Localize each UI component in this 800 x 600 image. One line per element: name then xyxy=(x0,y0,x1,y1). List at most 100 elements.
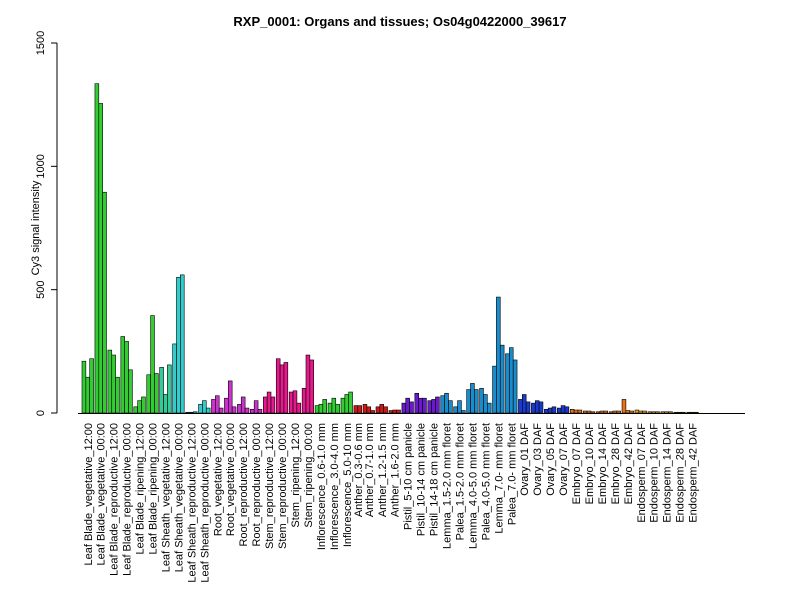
bar-19-1 xyxy=(331,397,337,414)
bar-36-2 xyxy=(551,406,557,414)
bar-6-0 xyxy=(159,367,164,414)
bar-38-2 xyxy=(577,409,583,414)
bar-36-1 xyxy=(547,407,553,414)
x-tick-label: Leaf Sheath_reproductive_00:00 xyxy=(199,423,211,583)
chart-title: RXP_0001: Organs and tissues; Os04g04220… xyxy=(233,14,566,29)
bar-16-0 xyxy=(288,391,294,414)
bar-31-1 xyxy=(483,394,488,414)
bar-2-2 xyxy=(115,376,120,414)
y-axis: 0 500 1000 1500 xyxy=(35,31,58,416)
bar-17-1 xyxy=(305,354,311,414)
bar-12-0 xyxy=(237,404,242,414)
x-tick-label: Stem_ripening_00:00 xyxy=(303,423,315,528)
bar-44-1 xyxy=(651,411,656,414)
bar-31-2 xyxy=(486,402,492,414)
bar-17-2 xyxy=(309,359,315,414)
bar-21-0 xyxy=(353,405,359,414)
x-tick-label: Root_reproductive_12:00 xyxy=(238,423,250,547)
x-tick-label: Inflorescence_0.6-1.0 mm xyxy=(316,423,328,550)
bar-3-2 xyxy=(128,369,133,414)
x-tick-label: Inflorescence_5.0-10 mm xyxy=(342,423,354,547)
bar-12-1 xyxy=(240,396,246,414)
bar-33-0 xyxy=(505,353,510,414)
bar-42-1 xyxy=(625,410,631,414)
x-tick-label: Embryo_14 DAF xyxy=(597,423,609,505)
bar-27-1 xyxy=(431,399,436,414)
bar-23-0 xyxy=(375,406,381,414)
bar-38-0 xyxy=(569,408,575,414)
x-tick-label: Leaf Sheath_reproductive_12:00 xyxy=(186,423,198,583)
bar-46-0 xyxy=(673,411,678,414)
bar-47-2 xyxy=(694,411,699,414)
bar-6-1 xyxy=(163,394,168,414)
bar-40-2 xyxy=(603,410,608,414)
bar-32-0 xyxy=(492,365,497,414)
x-tick-label: Anther_1.6-2.0 mm xyxy=(390,423,402,517)
bar-34-0 xyxy=(518,399,523,414)
bar-28-1 xyxy=(444,392,449,414)
x-tick-label: Palea_7.0- mm floret xyxy=(506,423,518,525)
bar-19-2 xyxy=(335,404,340,414)
bar-16-2 xyxy=(296,402,302,414)
x-tick-label: Embryo_42 DAF xyxy=(623,423,635,505)
bar-2-0 xyxy=(107,349,113,414)
x-tick-label: Leaf Blade_reproductive_00:00 xyxy=(122,423,134,576)
bar-10-1 xyxy=(215,395,220,414)
bar-24-0 xyxy=(388,410,394,414)
bar-36-0 xyxy=(544,408,549,414)
bar-17-0 xyxy=(301,388,307,414)
bar-23-2 xyxy=(383,406,388,414)
bar-41-2 xyxy=(616,410,621,414)
bar-35-1 xyxy=(534,400,540,414)
x-tick-label: Lemma_1.5-2.0 mm floret xyxy=(442,423,454,549)
bar-4-0 xyxy=(133,406,138,414)
x-tick-label: Pistil_14-18 cm panicle xyxy=(429,423,441,536)
x-tick-label: Ovary_05 DAF xyxy=(545,423,557,496)
bar-13-0 xyxy=(250,408,255,414)
bar-29-0 xyxy=(453,406,458,414)
bar-30-0 xyxy=(466,389,471,414)
bar-32-2 xyxy=(499,344,505,414)
bar-44-2 xyxy=(655,411,660,414)
bar-43-1 xyxy=(638,410,643,414)
bar-4-1 xyxy=(137,400,142,414)
x-tick-label: Palea_4.0-5.0 mm floret xyxy=(480,423,492,540)
bar-27-0 xyxy=(427,400,432,414)
bar-39-2 xyxy=(590,411,596,414)
bar-35-0 xyxy=(531,402,536,414)
bar-3-1 xyxy=(124,341,129,414)
bar-25-0 xyxy=(401,402,407,414)
bar-39-0 xyxy=(582,410,588,414)
bar-24-2 xyxy=(396,409,401,414)
bar-5-1 xyxy=(150,315,155,414)
bar-10-0 xyxy=(211,399,216,414)
bar-10-2 xyxy=(218,407,224,414)
y-tick-label: 0 xyxy=(35,410,47,416)
x-tick-label: Ovary_03 DAF xyxy=(532,423,544,496)
bar-2-1 xyxy=(111,354,116,414)
bar-28-0 xyxy=(440,395,445,414)
bar-27-2 xyxy=(435,396,440,414)
bar-5-0 xyxy=(146,374,151,414)
bar-1-2 xyxy=(102,191,107,414)
bar-40-1 xyxy=(599,410,605,414)
bar-0-2 xyxy=(89,358,94,414)
x-tick-label: Embryo_07 DAF xyxy=(571,423,583,505)
x-tick-label: Root_vegetative_12:00 xyxy=(212,423,224,536)
x-tick-label: Leaf Blade_vegetative_00:00 xyxy=(96,423,108,566)
x-tick-label: Stem_ripening_12:00 xyxy=(290,423,302,528)
bar-37-1 xyxy=(560,405,566,414)
bar-35-2 xyxy=(538,401,544,414)
bar-21-1 xyxy=(357,405,362,414)
x-tick-label: Root_vegetative_00:00 xyxy=(225,423,237,536)
x-tick-label: Ovary_07 DAF xyxy=(558,423,570,496)
bar-44-0 xyxy=(647,411,653,414)
bar-1-1 xyxy=(98,103,103,414)
bar-34-2 xyxy=(525,401,531,414)
x-tick-label: Inflorescence_3.0-4.0 mm xyxy=(329,423,341,550)
bar-25-2 xyxy=(409,401,414,414)
bar-6-2 xyxy=(167,364,172,414)
bar-39-1 xyxy=(586,410,592,414)
bar-1-0 xyxy=(94,83,100,414)
bar-20-2 xyxy=(348,391,353,414)
